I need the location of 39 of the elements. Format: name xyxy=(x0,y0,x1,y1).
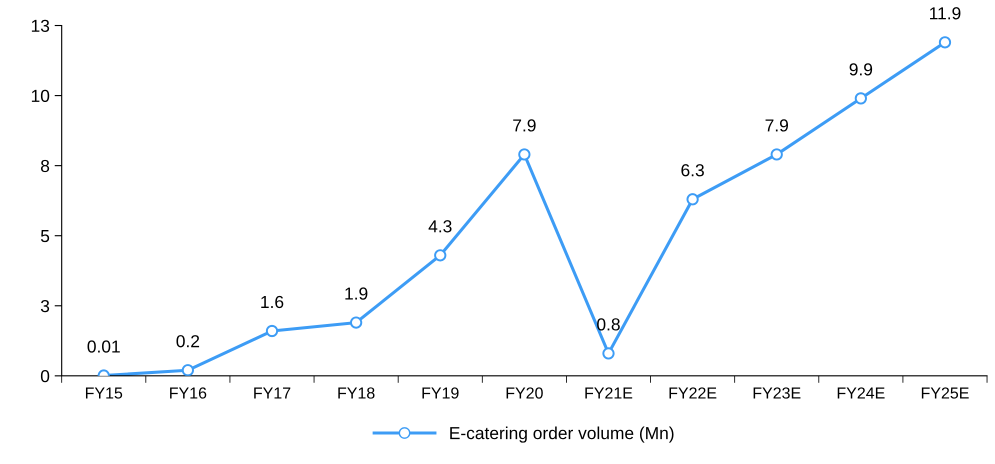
point xyxy=(770,148,783,161)
y-tick-label: 10 xyxy=(32,90,50,102)
x-tick-label: FY16 xyxy=(170,387,206,399)
data-label: 9.9 xyxy=(850,63,872,76)
data-label: 1.9 xyxy=(345,287,368,300)
x-tick-label: FY19 xyxy=(422,387,459,399)
point xyxy=(854,92,867,105)
legend-label: E-catering order volume (Mn) xyxy=(450,426,674,443)
point xyxy=(434,249,446,262)
data-label: 0.8 xyxy=(597,318,620,331)
point xyxy=(182,364,194,376)
x-tick-label: FY23E xyxy=(754,387,800,399)
data-label: 6.3 xyxy=(681,164,704,176)
x-tick-label: FY20 xyxy=(506,387,543,399)
y-tick-label: 0 xyxy=(40,370,50,382)
point xyxy=(350,316,362,329)
data-label: 0.2 xyxy=(176,335,200,348)
point xyxy=(602,347,615,360)
x-tick-label: FY15 xyxy=(86,388,122,399)
y-tick-label: 3 xyxy=(40,300,50,312)
x-tick-label: FY18 xyxy=(338,387,375,399)
x-tick-label: FY25E xyxy=(922,387,969,399)
x-tick-label: FY22E xyxy=(670,387,716,399)
y-tick-label: 13 xyxy=(32,20,50,32)
x-tick-label: FY21E xyxy=(585,387,632,399)
data-label: 7.9 xyxy=(766,119,788,132)
y-tick-label: 5 xyxy=(40,230,50,242)
point xyxy=(518,148,530,161)
x-tick-label: FY24E xyxy=(838,387,885,399)
data-label: 0.01 xyxy=(88,340,120,353)
data-label: 1.6 xyxy=(261,296,284,308)
point xyxy=(938,36,952,48)
x-tick-label: FY17 xyxy=(254,388,290,399)
y-tick-label: 8 xyxy=(40,160,50,172)
data-label: 7.9 xyxy=(513,119,536,132)
data-label: 11.9 xyxy=(930,7,960,20)
point xyxy=(686,193,699,206)
data-label: 4.3 xyxy=(428,220,452,232)
point xyxy=(266,324,278,338)
